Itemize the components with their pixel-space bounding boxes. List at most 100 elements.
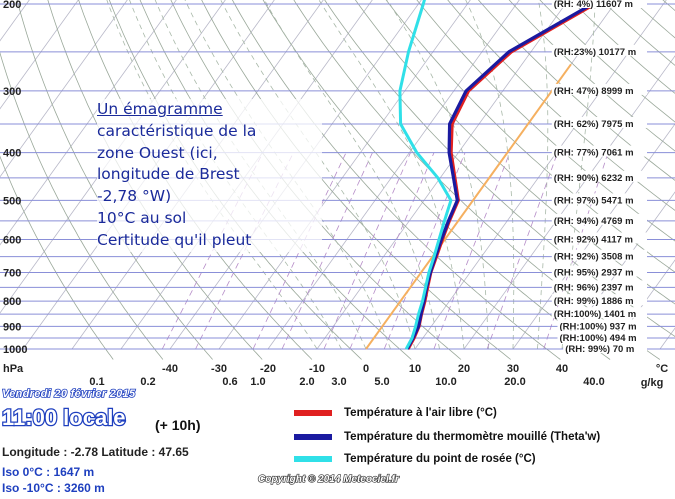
dry-adiabat-line [354, 0, 675, 305]
isotherm-line [267, 0, 520, 350]
mixing-ratio-line [433, 152, 511, 350]
mixing-ratio-tick-label: 5.0 [374, 376, 389, 388]
altitude-label-box [551, 213, 647, 225]
isotherm-line [610, 259, 675, 350]
zero-isotherm-line [365, 63, 572, 350]
mixing-ratio-tick-label: 0.6 [222, 376, 237, 388]
pressure-tick-label: 800 [3, 296, 21, 308]
zero-isotherm [365, 63, 572, 350]
pressure-tick-label: 300 [3, 86, 21, 98]
altitude-label-box [557, 319, 647, 331]
mixing-ratio-tick-label: 40.0 [583, 376, 604, 388]
series-line [398, 0, 453, 350]
pressure-tick-label: 900 [3, 321, 21, 333]
isotherm-line [0, 0, 128, 178]
legend-swatch [294, 434, 332, 440]
mixing-ratio-line [281, 152, 373, 350]
temperature-tick-label: 30 [507, 363, 519, 375]
iso-zero-altitude: Iso 0°C : 1647 m [2, 465, 95, 479]
forecast-time: 11:00 locale [1, 404, 127, 432]
mixing-ratio-tick-label: 20.0 [504, 376, 525, 388]
altitude-label-box [551, 0, 647, 8]
altitude-label: (RH: 90%) 6232 m [554, 173, 634, 184]
altitude-label: (RH: 47%) 8999 m [554, 86, 634, 97]
altitude-label-box [551, 232, 647, 244]
altitude-label-box [551, 294, 647, 306]
altitude-label-box [551, 307, 647, 319]
altitude-label: (RH:100%) 494 m [560, 333, 637, 344]
altitude-label: (RH: 96%) 2397 m [554, 282, 634, 293]
pressure-tick-label: 600 [3, 234, 21, 246]
altitude-label-box [563, 342, 647, 353]
temperature-tick-label: 0 [363, 363, 369, 375]
annotation-line: Un émagramme [97, 100, 223, 118]
altitude-label: (RH: 92%) 4117 m [554, 234, 633, 245]
altitude-label: (RH: 95%) 2937 m [554, 268, 634, 279]
temperature-tick-label: -10 [309, 363, 325, 375]
mixing-ratio-axis: 0.1 0.2 0.6 1.0 2.0 3.0 5.0 10.0 20.0 40.0 g/kg [89, 376, 663, 389]
altitude-label: (RH: 94%) 4769 m [554, 216, 634, 227]
altitude-label-box [551, 83, 647, 95]
dry-adiabat-line [416, 0, 675, 242]
isotherm-line [0, 0, 177, 246]
dry-adiabat-line [385, 0, 675, 273]
dry-adiabat-line [539, 0, 675, 123]
pressure-tick-label: 200 [3, 0, 21, 11]
copyright-notice: Copyright © 2014 Meteociel.fr [257, 473, 399, 485]
isotherm-line [316, 0, 569, 350]
mixing-ratio-tick-label: 2.0 [299, 376, 314, 388]
moist-adiabat-line [263, 0, 440, 350]
mixing-ratio-line [252, 152, 347, 350]
mixing-ratio-tick-label: 3.0 [331, 376, 346, 388]
forecast-offset: (+ 10h) [155, 417, 201, 433]
dry-adiabat-line [477, 0, 675, 181]
dry-adiabat-line [447, 0, 675, 211]
sounding-curves [398, 0, 611, 350]
legend-item-wet-bulb: Température du thermomètre mouillé (Thet… [294, 431, 600, 443]
legend-label: Température du point de rosée (°C) [344, 453, 536, 465]
pressure-tick-label: 700 [3, 268, 21, 280]
dry-adiabat-line [0, 155, 114, 360]
series-line [405, 0, 609, 350]
temperature-tick-label: -40 [162, 363, 178, 375]
altitude-label-box [551, 145, 647, 157]
legend-swatch [294, 410, 332, 416]
altitude-label: (RH: 97%) 5471 m [554, 195, 634, 206]
isotherm-line [0, 0, 79, 110]
pressure-tick-label: 400 [3, 148, 21, 160]
annotation-line: zone Ouest (ici, [97, 143, 218, 162]
forecast-date: Vendredi 20 février 2015 [1, 387, 136, 401]
altitude-label: (RH:100%) 937 m [560, 321, 637, 332]
annotation-line: caractéristique de la [97, 121, 257, 140]
altitude-label: (RH: 4%) 11607 m [554, 0, 633, 10]
altitude-label: (RH: 77%) 7061 m [554, 148, 634, 159]
annotation-line: Certitude qu'il pleut [97, 230, 252, 249]
mixing-ratio-line [383, 152, 466, 350]
location-coordinates: Longitude : -2.78 Latitude : 47.65 [2, 445, 189, 459]
dry-adiabat-line [508, 0, 675, 152]
mixing-ratio-line [349, 152, 435, 350]
altitude-label: (RH:100%) 1401 m [554, 309, 636, 320]
altitude-label: (RH: 99%) 1886 m [554, 296, 634, 307]
temperature-axis: -40 -30 -20 -10 0 10 20 30 40 °C [162, 363, 668, 375]
temperature-tick-label: 40 [556, 363, 568, 375]
legend-label: Température à l'air libre (°C) [344, 407, 497, 419]
pressure-unit-label: hPa [3, 363, 24, 375]
altitude-label-box [551, 116, 647, 128]
mixing-ratio-line [486, 152, 558, 350]
mixing-ratio-line [323, 152, 411, 350]
altitude-label: (RH: 62%) 7975 m [554, 119, 634, 130]
mixing-ratio-tick-label: 1.0 [250, 376, 265, 388]
moist-adiabat-line [386, 0, 489, 350]
temperature-tick-label: -20 [260, 363, 276, 375]
annotation-box: Un émagramme caractéristique de la zone … [97, 99, 322, 252]
altitude-label-box [557, 331, 647, 343]
altitude-label: (RH: 99%) 70 m [565, 344, 634, 355]
dry-adiabat-line [0, 51, 164, 360]
temperature-tick-label: -30 [211, 363, 227, 375]
moist-adiabat-line [537, 0, 549, 350]
mixing-ratio-unit-label: g/kg [641, 377, 664, 389]
altitude-label-box [551, 170, 647, 182]
mixing-ratio-tick-label: 0.2 [140, 376, 155, 388]
legend-label: Température du thermomètre mouillé (Thet… [344, 431, 601, 443]
